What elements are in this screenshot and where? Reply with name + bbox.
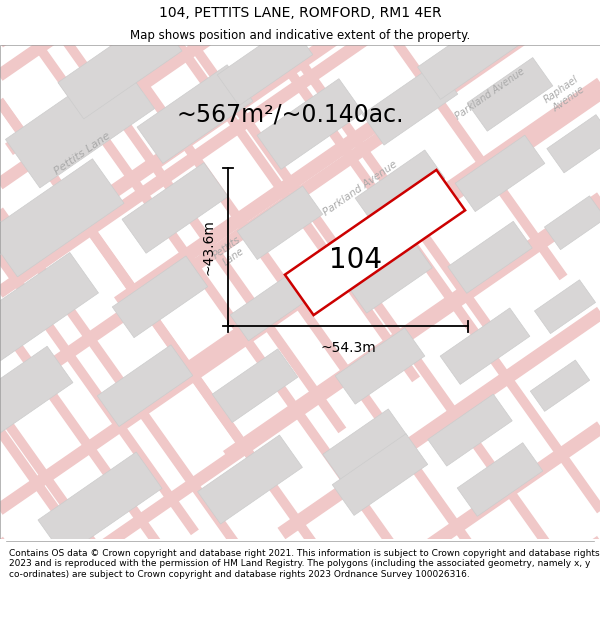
Polygon shape	[440, 308, 530, 384]
Polygon shape	[418, 11, 523, 99]
Polygon shape	[457, 442, 543, 516]
Text: Map shows position and indicative extent of the property.: Map shows position and indicative extent…	[130, 29, 470, 42]
Polygon shape	[285, 170, 465, 315]
Polygon shape	[137, 65, 253, 164]
Text: ~43.6m: ~43.6m	[201, 219, 215, 276]
Polygon shape	[257, 79, 363, 169]
Polygon shape	[217, 24, 313, 106]
Polygon shape	[530, 360, 590, 411]
Polygon shape	[112, 256, 208, 338]
Polygon shape	[348, 241, 432, 313]
Polygon shape	[0, 346, 73, 445]
Polygon shape	[230, 272, 310, 341]
Polygon shape	[332, 434, 428, 516]
Polygon shape	[428, 394, 512, 466]
Text: ~567m²/~0.140ac.: ~567m²/~0.140ac.	[176, 102, 404, 126]
Polygon shape	[323, 409, 407, 481]
Text: Raphael
Avenue: Raphael Avenue	[542, 74, 587, 114]
Polygon shape	[355, 150, 445, 226]
Polygon shape	[448, 221, 532, 293]
Text: Parkland Avenue: Parkland Avenue	[321, 159, 399, 218]
Text: Contains OS data © Crown copyright and database right 2021. This information is : Contains OS data © Crown copyright and d…	[9, 549, 599, 579]
Polygon shape	[97, 345, 193, 426]
Polygon shape	[197, 435, 302, 524]
Polygon shape	[0, 159, 124, 277]
Text: 104, PETTITS LANE, ROMFORD, RM1 4ER: 104, PETTITS LANE, ROMFORD, RM1 4ER	[158, 6, 442, 19]
Text: Parkland Avenue: Parkland Avenue	[454, 67, 527, 122]
Polygon shape	[0, 253, 98, 361]
Polygon shape	[58, 14, 182, 119]
Polygon shape	[535, 280, 596, 334]
Text: ~54.3m: ~54.3m	[320, 341, 376, 355]
Polygon shape	[122, 162, 228, 253]
Polygon shape	[455, 135, 545, 212]
Polygon shape	[467, 58, 553, 131]
Text: 104: 104	[329, 246, 382, 274]
Polygon shape	[237, 186, 323, 259]
Polygon shape	[362, 63, 458, 145]
Polygon shape	[212, 349, 298, 423]
Polygon shape	[5, 60, 155, 188]
Polygon shape	[38, 452, 162, 556]
Polygon shape	[544, 196, 600, 249]
Text: Pettits
Lane: Pettits Lane	[211, 234, 249, 270]
Polygon shape	[335, 328, 425, 404]
Polygon shape	[547, 114, 600, 173]
Text: Pettits Lane: Pettits Lane	[52, 131, 112, 177]
